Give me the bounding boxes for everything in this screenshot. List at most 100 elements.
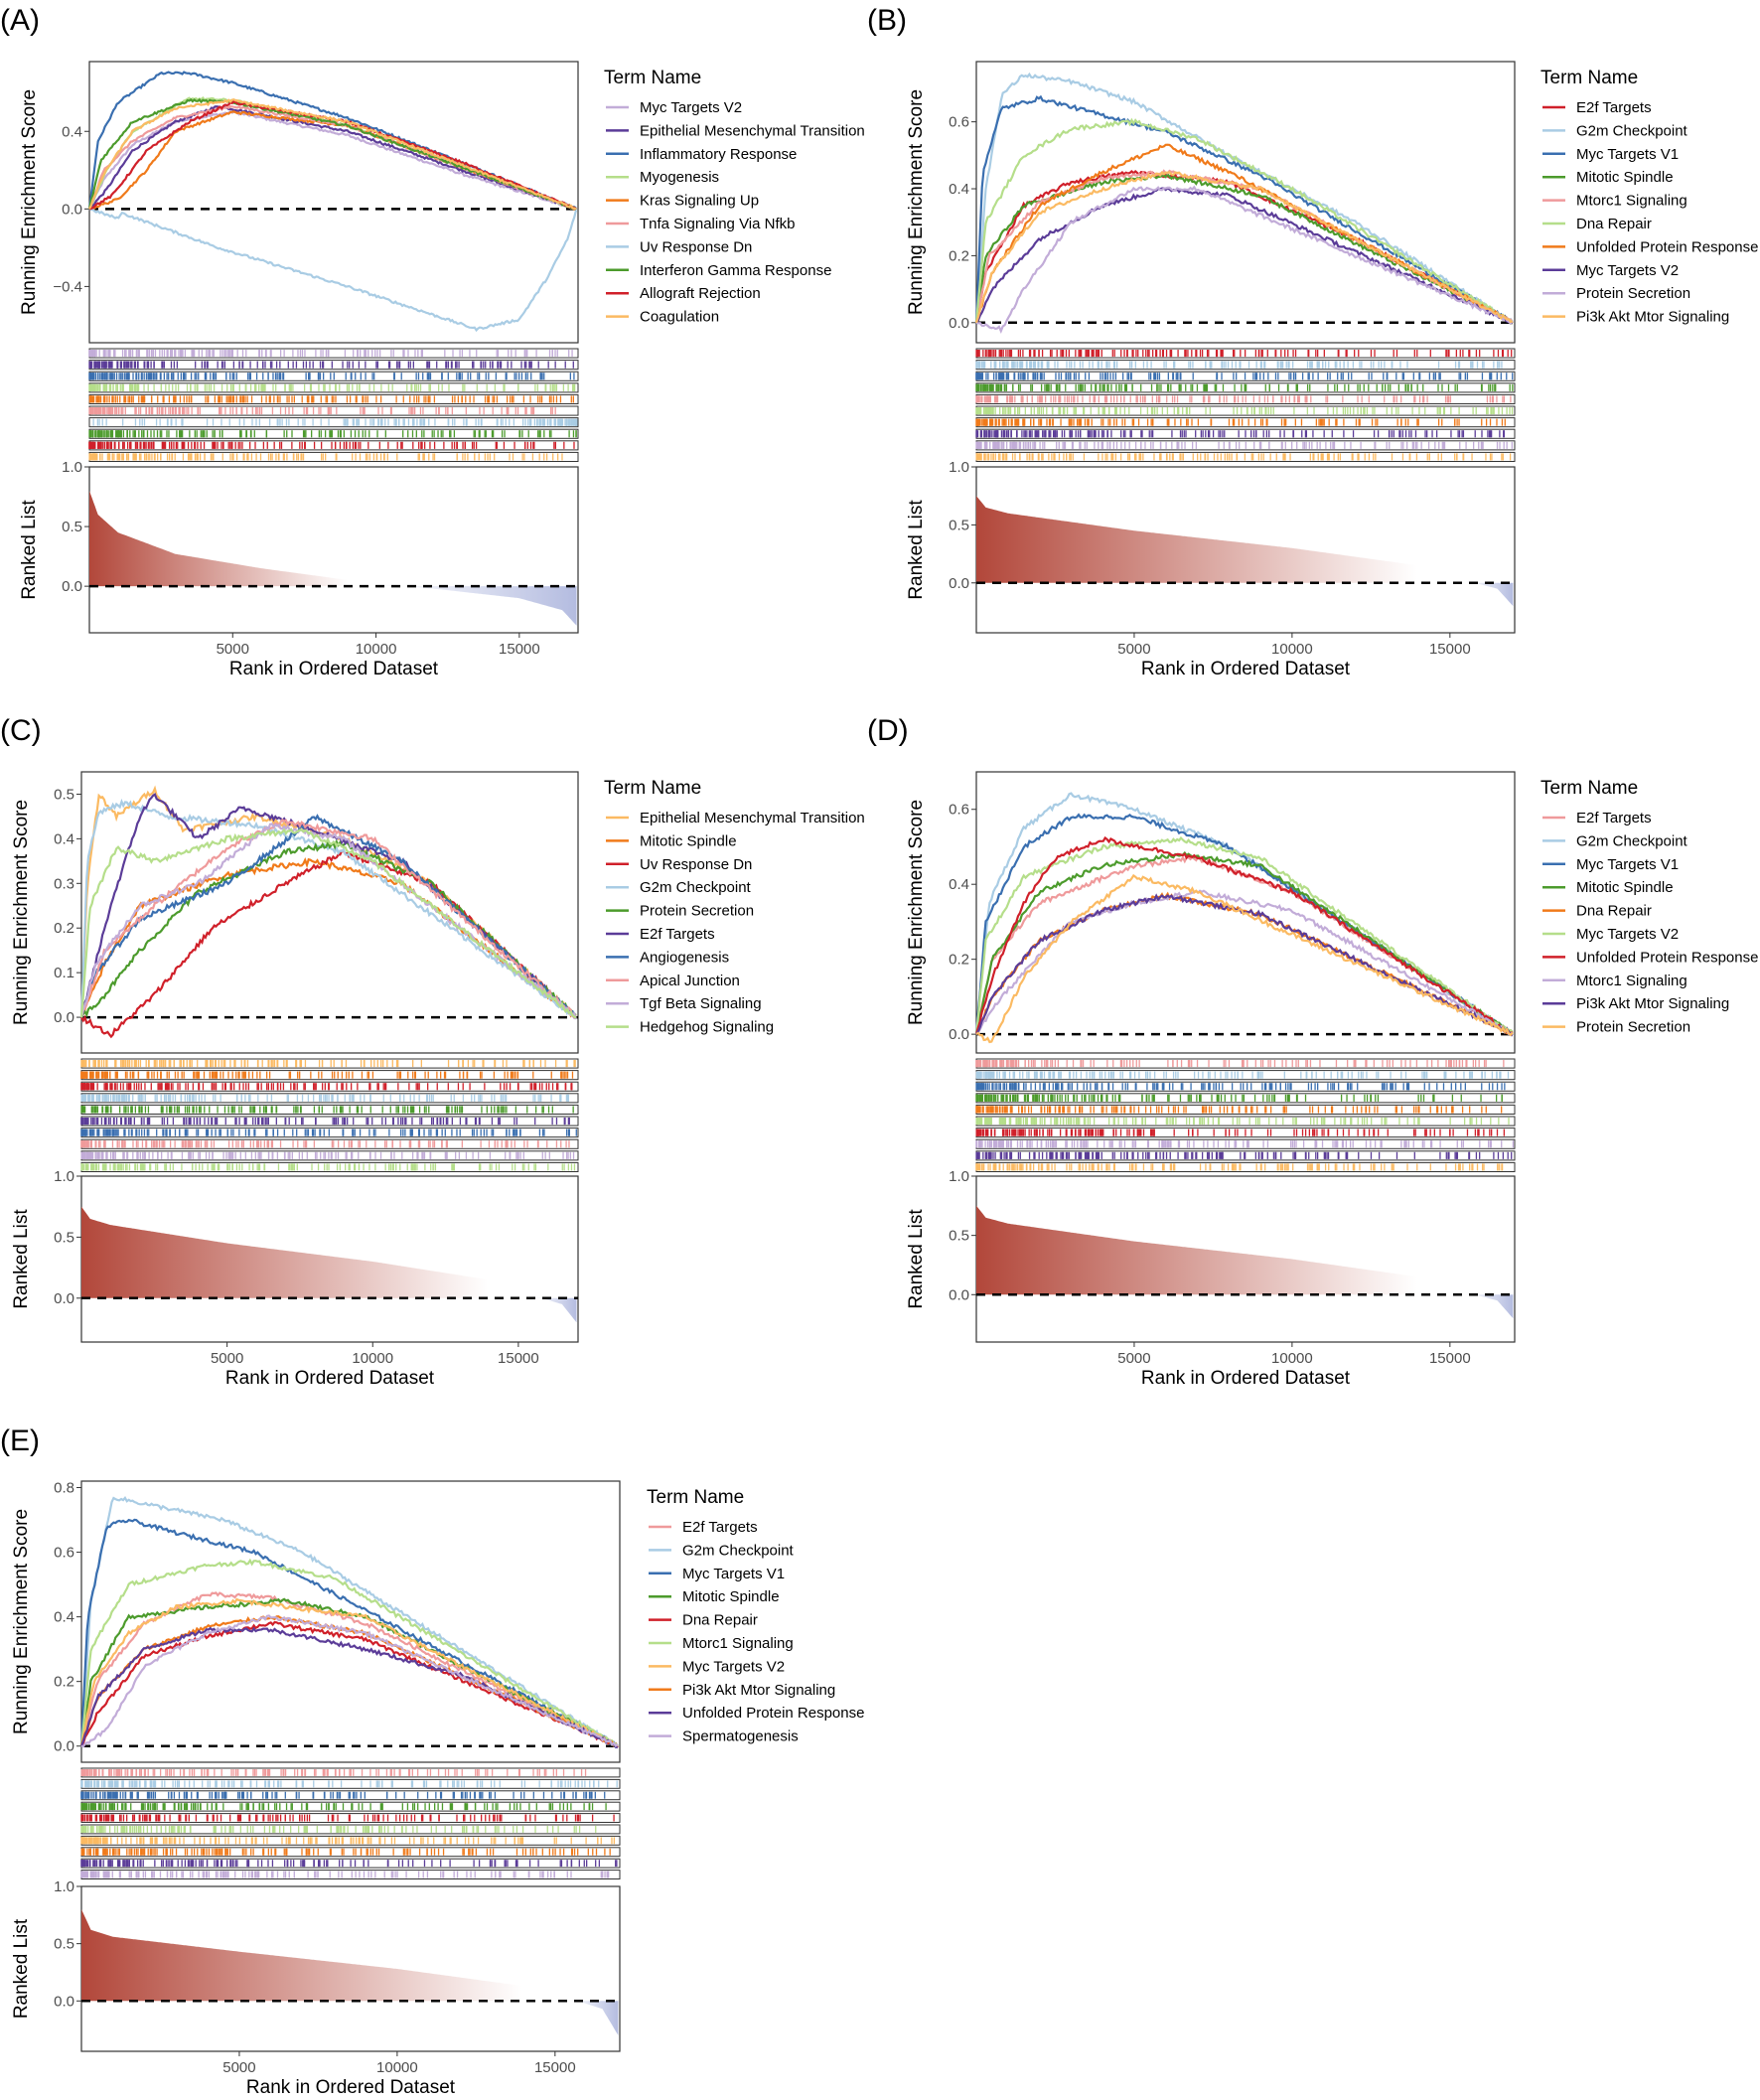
legend-label: Allograft Rejection [640,285,761,302]
ranked-list-area [89,491,577,626]
legend-label: Inflammatory Response [640,146,797,163]
panel-label: (C) [0,714,42,747]
gene-hit-strip [975,417,1516,428]
panel-label: (A) [0,4,40,37]
es-tick-label: 0.2 [54,920,74,937]
es-tick-label: 0.0 [54,1009,74,1026]
es-tick-label: −0.4 [53,278,82,295]
es-tick-label: 0.0 [949,315,969,332]
gene-hit-strip [80,1104,579,1116]
es-tick-label: 0.6 [949,114,969,131]
gene-hit-strip [88,417,579,428]
strip-frame [80,1093,579,1104]
es-curve-apical-junction [79,818,577,1019]
panel-b: (B) 0.0 0.2 0.4 0.6 Running Enrichment Score 0… [867,4,1758,679]
x-tick-label: 10000 [1271,641,1313,658]
es-plot-frame [80,771,579,1054]
x-tick-label: 5000 [1117,641,1150,658]
es-curve-pi3k-akt-mtor-signaling [974,171,1514,324]
es-tick-label: 0.0 [62,201,82,218]
rank-tick-label: 0.5 [62,519,82,535]
panel-c: (C) 0.0 0.1 0.2 0.3 0.4 0.5 Running Enrichment … [0,714,865,1389]
strip-frame [88,417,579,428]
legend: Term Name E2f Targets G2m Checkpoint Myc Ta… [1540,68,1758,326]
legend-label: Kras Signaling Up [640,193,759,210]
es-curve-uv-response-dn [88,208,578,333]
legend-label: Myc Targets V1 [1576,146,1679,163]
es-curve-myc-targets-v2 [975,187,1514,325]
es-axis-title: Running Enrichment Score [11,800,32,1025]
legend-title: Term Name [604,68,701,88]
es-tick-label: 0.4 [949,181,969,198]
es-axis-title: Running Enrichment Score [906,89,927,315]
gene-hit-strip [80,1138,579,1149]
es-curve-dna-repair [974,117,1514,324]
strip-frame [80,1150,579,1161]
x-tick-label: 15000 [1429,641,1471,658]
ranked-axis-title: Ranked List [906,500,927,600]
strip-frame [975,405,1516,416]
legend-label: Myc Targets V2 [640,99,742,116]
gene-hit-strip [88,348,579,359]
legend-label: Mtorc1 Signaling [1576,193,1687,210]
strip-frame [88,451,579,462]
es-axis-title: Running Enrichment Score [19,89,40,315]
ranked-axis-title: Ranked List [19,500,40,600]
gene-hit-strip [80,1093,579,1104]
es-curve-hedgehog-signaling [79,827,577,1019]
gene-hit-strip [88,360,579,371]
es-plot-frame [88,61,579,344]
gene-hit-strip [88,382,579,393]
strip-frame [975,417,1516,428]
panel-label: (B) [867,4,907,37]
legend-label: G2m Checkpoint [1576,122,1688,139]
es-curve-coagulation [88,98,577,211]
gene-hit-strip [975,371,1516,381]
strip-frame [80,1070,579,1081]
rank-tick-label: 0.5 [949,517,969,533]
x-tick-label: 10000 [356,641,397,658]
gene-hit-strip [975,348,1516,359]
es-tick-label: 0.4 [62,123,82,140]
gene-hit-strip [975,405,1516,416]
legend-title: Term Name [1540,68,1638,88]
gene-hit-strip [88,440,579,451]
strip-frame [80,1116,579,1126]
legend-label: Epithelial Mesenchymal Transition [640,122,865,139]
legend-label: E2f Targets [1576,99,1652,116]
gene-hit-strip [88,451,579,462]
gene-hit-strip [88,405,579,416]
es-curve-g2m-checkpoint [79,798,577,1019]
legend-label: Tnfa Signaling Via Nfkb [640,216,795,232]
es-curve-protein-secretion [975,185,1514,335]
legend-label: Myogenesis [640,169,719,186]
gene-hit-strip [80,1081,579,1092]
ranked-plot-frame [88,466,579,634]
strip-frame [80,1127,579,1138]
x-axis-title: Rank in Ordered Dataset [229,659,439,679]
panel-a: (A) −0.4 0.0 0.4 Running Enrichment Score 0.0… [0,4,865,679]
gene-hit-strip [80,1150,579,1161]
legend-label: Unfolded Protein Response [1576,238,1758,255]
legend-label: Interferon Gamma Response [640,262,831,279]
gene-hit-strip [80,1127,579,1138]
gene-hit-strip [975,440,1516,451]
legend-label: Dna Repair [1576,216,1652,232]
x-tick-label: 5000 [217,641,249,658]
legend: Term Name Myc Targets V2 Epithelial Mesenc… [604,68,865,326]
x-tick-label: 15000 [499,641,540,658]
legend-label: Uv Response Dn [640,238,752,255]
es-tick-label: 0.2 [949,247,969,264]
x-axis-title: Rank in Ordered Dataset [1141,659,1351,679]
gene-hit-strip [975,428,1516,439]
rank-tick-label: 0.0 [62,578,82,595]
gene-hit-strip [975,393,1516,404]
legend-label: Myc Targets V2 [1576,262,1679,279]
es-tick-label: 0.4 [54,830,74,847]
rank-tick-label: 0.0 [949,575,969,592]
gene-hit-strip [80,1058,579,1069]
legend-label: Protein Secretion [1576,285,1690,302]
rank-tick-label: 1.0 [949,459,969,476]
gene-hit-strip [80,1116,579,1126]
